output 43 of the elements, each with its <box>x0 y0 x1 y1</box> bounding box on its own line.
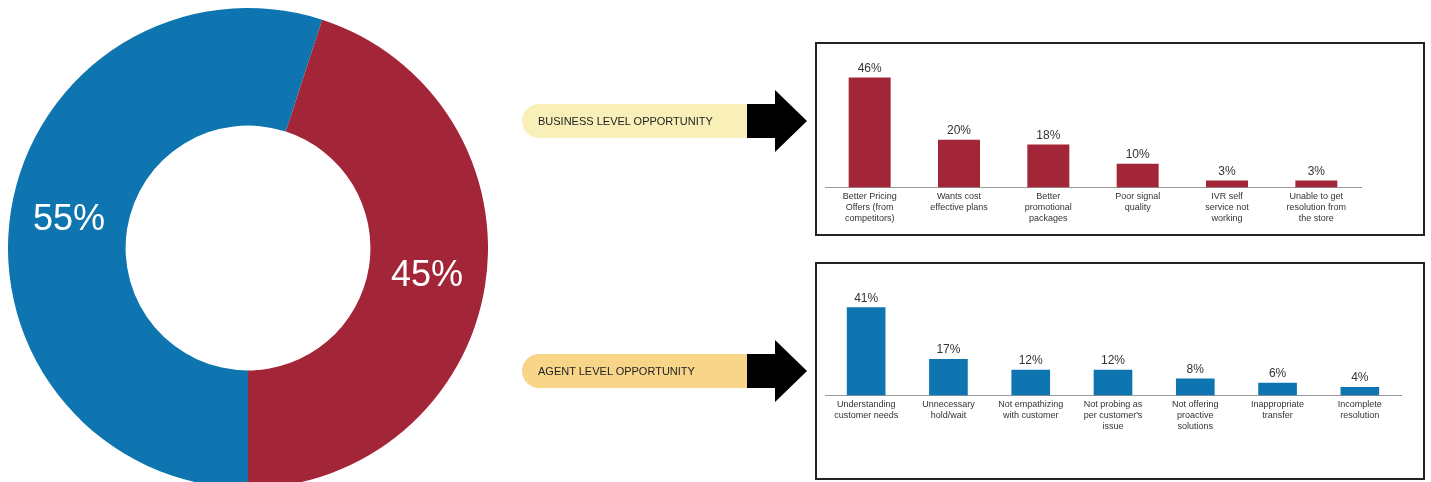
x-tick-label: Better Pricing Offers (from competitors) <box>842 191 897 224</box>
x-tick-label: IVR self service not working <box>1205 191 1250 224</box>
bar <box>938 139 980 188</box>
data-label: 3% <box>1307 163 1326 178</box>
data-label: 41% <box>854 290 879 305</box>
x-tick-label: Poor signal quality <box>1115 191 1161 213</box>
bar <box>1258 382 1297 396</box>
bar <box>848 77 891 188</box>
x-tick-label: Unable to get resolution from the store <box>1286 191 1347 224</box>
data-label: 20% <box>946 123 972 138</box>
x-tick-label: Understanding customer needs <box>834 399 899 421</box>
x-tick-label: Incomplete resolution <box>1337 399 1382 421</box>
bar <box>929 359 968 396</box>
text: AGENT LEVEL OPPORTUNITY <box>522 354 747 388</box>
bar <box>1027 144 1070 188</box>
x-tick-label: Wants cost effective plans <box>930 191 989 213</box>
data-label: 12% <box>1100 353 1126 368</box>
data-label: 4% <box>1351 370 1369 385</box>
data-label: 18% <box>1036 127 1061 142</box>
bar <box>1175 378 1215 396</box>
data-label: 10% <box>1125 146 1150 161</box>
bar <box>1011 369 1051 396</box>
data-label: 17% <box>936 342 961 357</box>
data-label: 8% <box>1186 361 1205 376</box>
data-label: 6% <box>1268 366 1287 380</box>
bar <box>846 307 886 396</box>
bar <box>1340 386 1380 396</box>
bar <box>1116 163 1159 188</box>
x-tick-label: Unnecessary hold/wait <box>922 399 976 421</box>
x-tick-label: Not probing as per customer's issue <box>1083 399 1143 432</box>
data-label: 3% <box>1218 163 1236 178</box>
data-label: 46% <box>857 60 882 75</box>
x-tick-label: Inappropriate transfer <box>1251 399 1305 421</box>
data-label: 55% <box>33 196 106 238</box>
x-tick-label: Not offering proactive solutions <box>1172 399 1219 432</box>
x-tick-label: Not empathizing with customer <box>998 399 1064 421</box>
data-label: 45% <box>390 253 463 295</box>
bar <box>1206 180 1248 188</box>
bar <box>1295 180 1338 188</box>
text: BUSINESS LEVEL OPPORTUNITY <box>522 104 747 138</box>
bar <box>1093 369 1133 396</box>
data-label: 12% <box>1018 353 1044 368</box>
x-tick-label: Better promotional packages <box>1024 191 1072 224</box>
